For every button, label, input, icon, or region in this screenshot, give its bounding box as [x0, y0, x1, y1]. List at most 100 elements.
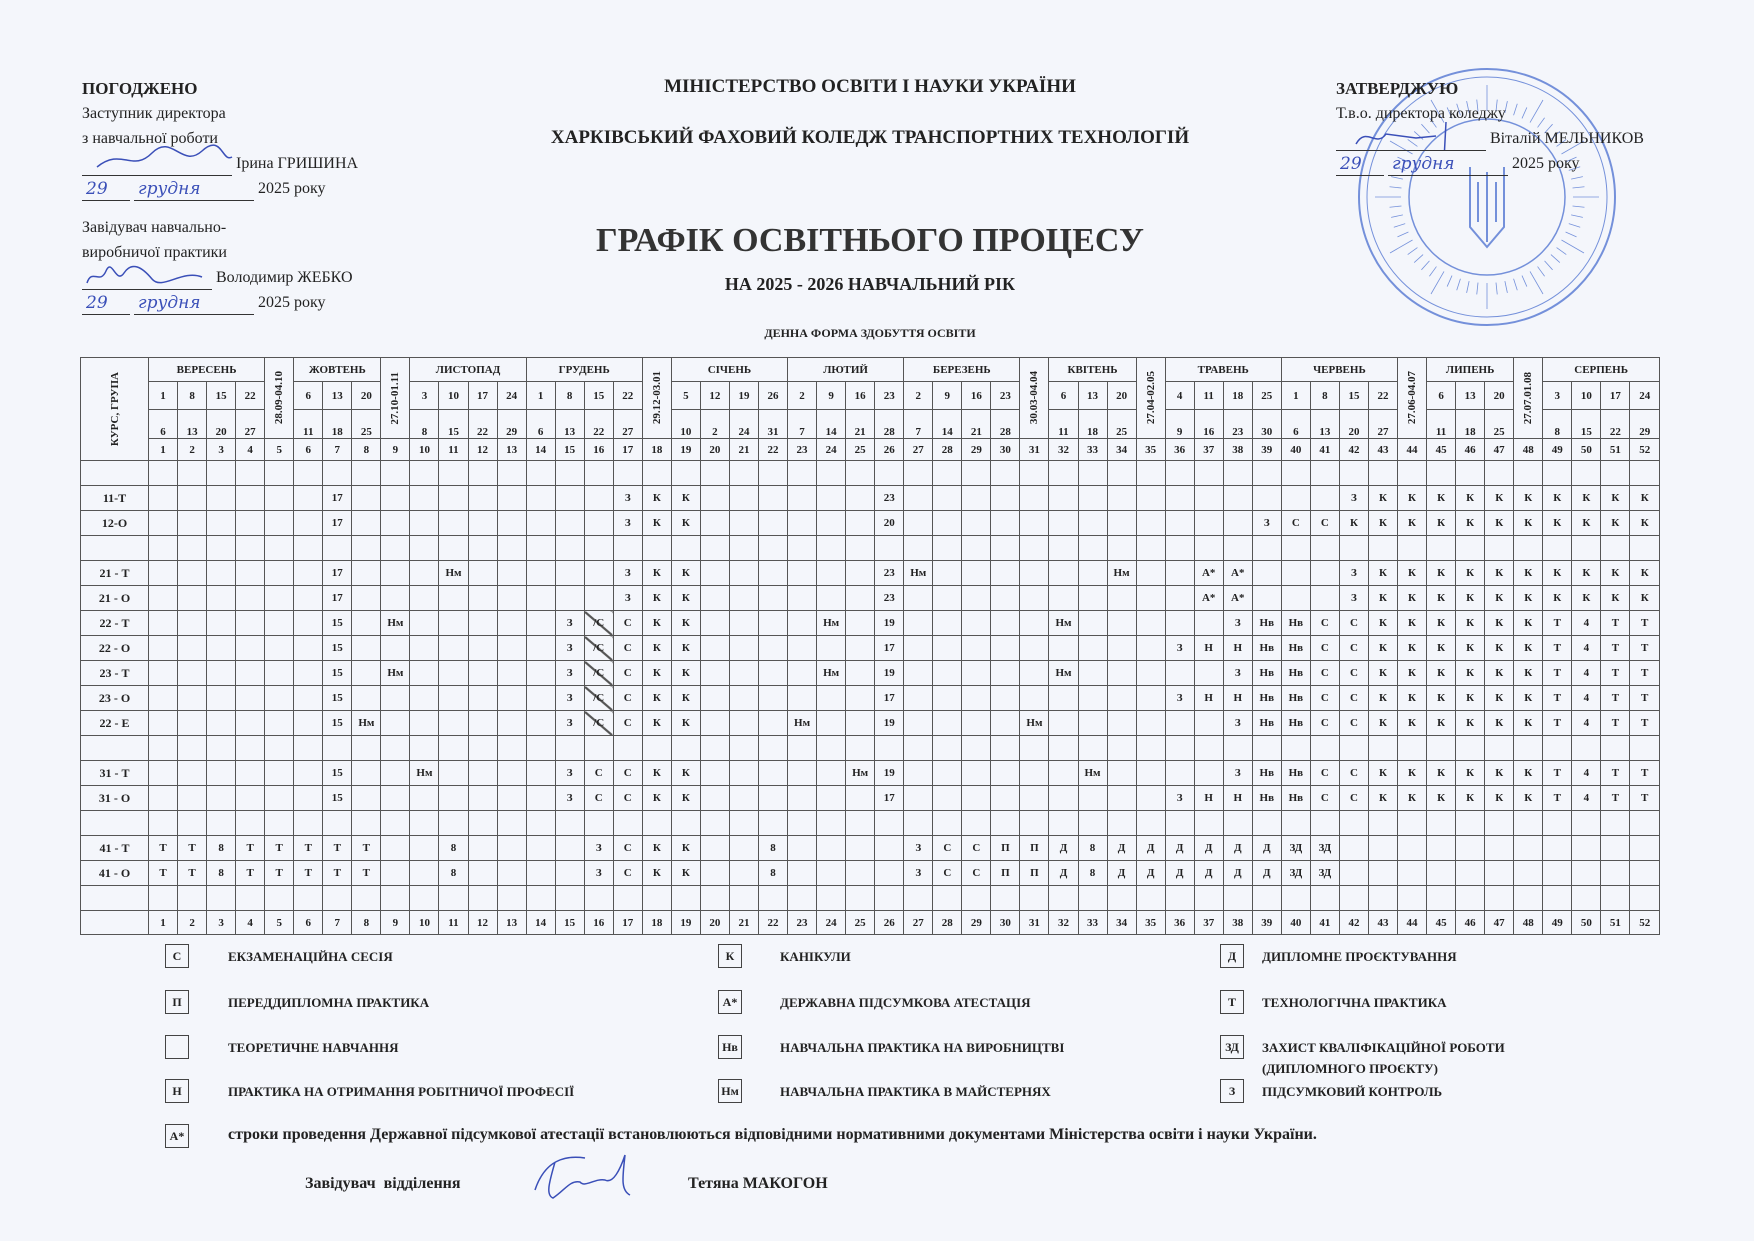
schedule-cell	[1222, 510, 1253, 536]
stamp-tick	[1568, 223, 1581, 228]
week-start-date: 16	[845, 381, 876, 410]
schedule-cell: З	[903, 860, 934, 886]
schedule-cell	[177, 735, 208, 761]
schedule-cell: К	[1513, 635, 1544, 661]
schedule-cell: К	[641, 760, 672, 786]
schedule-cell	[177, 460, 208, 486]
schedule-cell: З	[1338, 560, 1369, 586]
schedule-cell	[1048, 460, 1079, 486]
schedule-cell	[932, 885, 963, 911]
schedule-cell	[816, 485, 847, 511]
schedule-cell: Н	[1193, 635, 1224, 661]
schedule-cell	[147, 610, 179, 636]
schedule-cell: З	[612, 560, 643, 586]
week-number: 42	[1338, 438, 1369, 461]
schedule-cell	[728, 510, 759, 536]
week-start-date: 23	[990, 381, 1021, 410]
stamp-tick	[1429, 266, 1437, 277]
schedule-cell: 17	[322, 485, 353, 511]
schedule-cell	[1048, 710, 1079, 736]
week-start-date: 20	[1484, 381, 1515, 410]
schedule-cell	[874, 810, 905, 836]
schedule-cell	[845, 685, 876, 711]
schedule-cell: С	[612, 710, 643, 736]
week-number: 21	[728, 438, 759, 461]
week-end-date: 18	[1455, 409, 1486, 439]
schedule-cell	[177, 685, 208, 711]
week-number: 8	[351, 910, 382, 935]
schedule-cell	[438, 485, 469, 511]
schedule-cell	[1397, 735, 1428, 761]
schedule-cell	[699, 635, 730, 661]
schedule-cell	[496, 660, 527, 686]
schedule-cell	[293, 585, 324, 611]
schedule-cell: Т	[1629, 660, 1660, 686]
schedule-cell	[1106, 810, 1137, 836]
schedule-cell	[554, 835, 585, 861]
schedule-cell	[1571, 735, 1602, 761]
week-end-date: 29	[496, 409, 527, 439]
schedule-cell: Т	[1600, 610, 1631, 636]
week-start-date: 24	[1629, 381, 1660, 410]
schedule-cell	[699, 485, 730, 511]
schedule-cell: К	[1455, 585, 1486, 611]
week-start-date: 22	[1367, 381, 1399, 410]
week-end-date: 31	[757, 409, 789, 439]
schedule-cell	[1019, 485, 1050, 511]
schedule-cell	[1135, 585, 1166, 611]
schedule-cell	[816, 785, 847, 811]
schedule-cell	[1367, 860, 1399, 886]
schedule-cell	[612, 810, 643, 836]
schedule-cell	[264, 585, 295, 611]
schedule-cell	[1106, 735, 1137, 761]
schedule-cell	[757, 760, 789, 786]
schedule-cell	[1513, 835, 1544, 861]
schedule-cell	[351, 735, 382, 761]
schedule-cell	[525, 885, 556, 911]
week-number: 3	[206, 438, 237, 461]
schedule-cell	[990, 535, 1021, 561]
schedule-cell	[903, 510, 934, 536]
schedule-cell: З	[612, 485, 643, 511]
schedule-cell: Нм	[351, 710, 382, 736]
vacation-dates: 27.04-02.05	[1144, 371, 1157, 425]
schedule-cell	[380, 635, 411, 661]
schedule-cell	[670, 735, 701, 761]
schedule-cell	[525, 535, 556, 561]
schedule-cell	[525, 635, 556, 661]
week-end-date: 24	[728, 409, 759, 439]
schedule-cell: 8	[206, 860, 237, 886]
schedule-cell	[1251, 885, 1282, 911]
schedule-cell	[264, 685, 295, 711]
schedule-cell	[293, 560, 324, 586]
table-row: 22 - О 15 З/С С К К 17 З Н Н Нв Нв С С К К К К К К Т 4 Т Т	[80, 635, 1660, 661]
schedule-cell	[1077, 585, 1108, 611]
schedule-cell	[1019, 510, 1050, 536]
schedule-cell: К	[1426, 660, 1457, 686]
week-start-date: 18	[1222, 381, 1253, 410]
group-name: 41 - О	[80, 860, 149, 886]
schedule-cell	[438, 885, 469, 911]
week-end-date: 10	[670, 409, 701, 439]
schedule-cell	[787, 760, 818, 786]
schedule-cell	[612, 885, 643, 911]
schedule-cell	[293, 785, 324, 811]
schedule-cell	[903, 660, 934, 686]
official-stamp	[1358, 68, 1616, 326]
schedule-cell	[496, 610, 527, 636]
signature-grishyna	[82, 144, 233, 176]
schedule-cell	[1367, 535, 1399, 561]
schedule-cell	[1019, 735, 1050, 761]
schedule-cell	[1251, 585, 1282, 611]
schedule-cell: Нм	[380, 660, 411, 686]
schedule-cell: К	[1484, 510, 1515, 536]
schedule-cell: А*	[1222, 585, 1253, 611]
approval-left-year: 2025 року	[258, 180, 326, 197]
schedule-cell: 15	[322, 710, 353, 736]
schedule-cell	[990, 710, 1021, 736]
week-start-date: 3	[409, 381, 440, 410]
schedule-cell: ЗД	[1309, 835, 1340, 861]
schedule-cell	[845, 610, 876, 636]
schedule-cell: К	[1426, 785, 1457, 811]
stamp-tick	[1421, 260, 1430, 271]
